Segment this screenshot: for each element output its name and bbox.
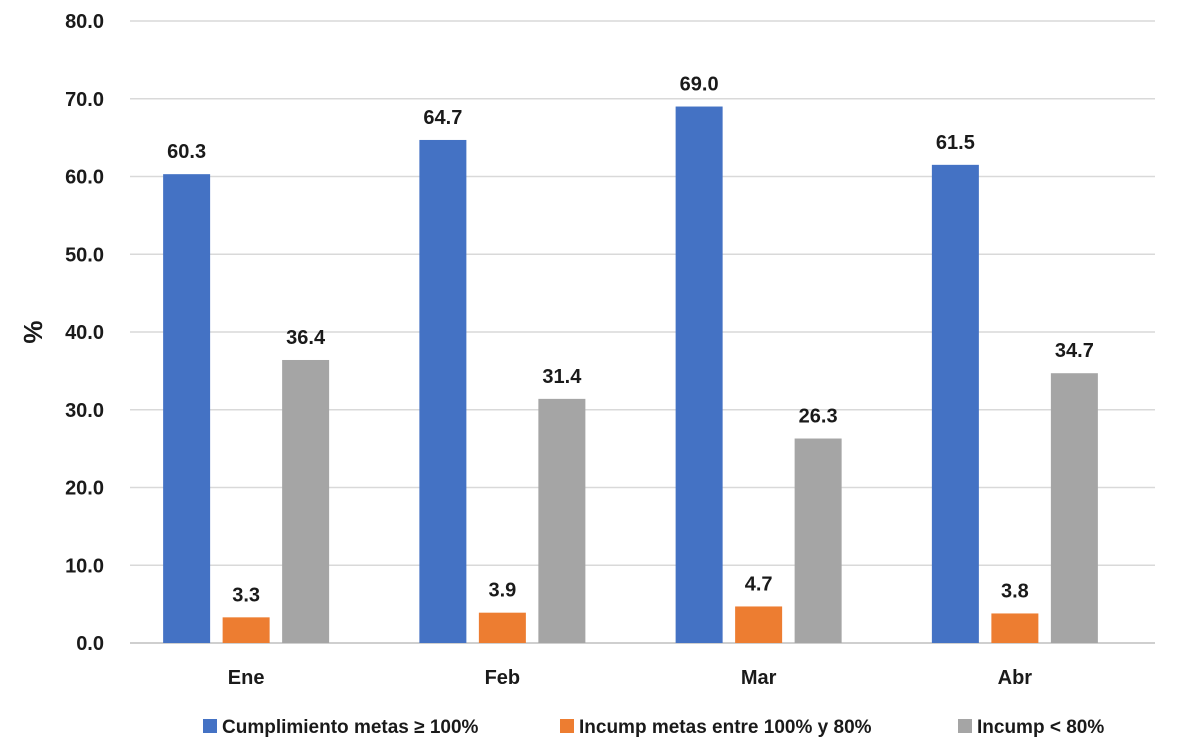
legend: Cumplimiento metas ≥ 100% Incump metas en…: [203, 717, 1104, 738]
y-axis-label: %: [18, 320, 48, 343]
data-labels: 60.3 3.3 36.4 64.7 3.9 31.4 69.0 4.7 26.3 61.5 3.8…: [167, 74, 1094, 607]
bars: [163, 106, 1098, 644]
data-label: 60.3: [167, 141, 206, 163]
y-tick-label: 70.0: [65, 89, 104, 111]
data-label: 34.7: [1055, 340, 1094, 362]
bar: [163, 174, 211, 644]
data-label: 3.3: [232, 584, 260, 606]
bar: [222, 617, 270, 643]
bar: [735, 606, 783, 643]
y-tick-label: 0.0: [76, 633, 104, 655]
y-tick-label: 10.0: [65, 555, 104, 577]
x-tick-label: Abr: [998, 667, 1033, 689]
x-tick-label: Feb: [485, 667, 521, 689]
x-tick-label: Ene: [228, 667, 265, 689]
data-label: 3.8: [1001, 580, 1029, 602]
legend-swatch: [958, 719, 972, 733]
data-label: 61.5: [936, 132, 975, 154]
y-tick-label: 50.0: [65, 244, 104, 266]
data-label: 4.7: [745, 573, 773, 595]
bar: [478, 612, 526, 643]
y-tick-label: 30.0: [65, 400, 104, 422]
y-tick-labels: 0.0 10.0 20.0 30.0 40.0 50.0 60.0 70.0 80.0: [65, 11, 104, 655]
legend-label: Incump metas entre 100% y 80%: [579, 717, 872, 738]
y-tick-label: 20.0: [65, 478, 104, 500]
data-label: 3.9: [488, 580, 516, 602]
x-tick-labels: Ene Feb Mar Abr: [228, 667, 1033, 689]
legend-swatch: [203, 719, 217, 733]
data-label: 26.3: [799, 406, 838, 428]
legend-swatch: [560, 719, 574, 733]
legend-label: Cumplimiento metas ≥ 100%: [222, 717, 479, 738]
x-tick-label: Mar: [741, 667, 777, 689]
bar: [991, 613, 1039, 643]
data-label: 31.4: [542, 366, 582, 388]
bar: [538, 398, 586, 643]
bar: [419, 139, 467, 643]
bar: [282, 359, 330, 643]
bar: [675, 106, 723, 643]
data-label: 64.7: [423, 107, 462, 129]
y-tick-label: 60.0: [65, 167, 104, 189]
bar: [1050, 373, 1098, 643]
y-tick-label: 80.0: [65, 11, 104, 33]
legend-label: Incump < 80%: [977, 717, 1104, 738]
data-label: 69.0: [680, 74, 719, 96]
data-label: 36.4: [286, 327, 326, 349]
bar: [794, 438, 842, 643]
y-tick-label: 40.0: [65, 322, 104, 344]
bar: [931, 164, 979, 643]
